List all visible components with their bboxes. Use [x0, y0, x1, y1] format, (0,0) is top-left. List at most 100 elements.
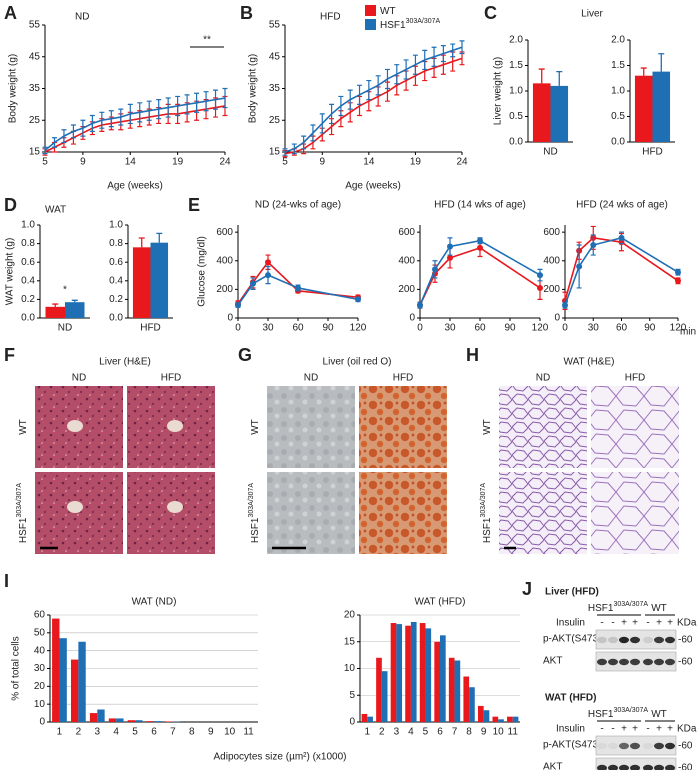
panel-label: I	[4, 571, 9, 591]
lane-sign: +	[621, 724, 627, 735]
y-tick-label: 200	[398, 284, 415, 295]
chart-title: WAT (ND)	[132, 597, 177, 608]
bar	[150, 242, 169, 318]
error-bar	[213, 89, 219, 110]
point	[590, 242, 597, 249]
band	[597, 658, 607, 666]
error-bar	[384, 68, 390, 90]
y-tick-label: 0.6	[21, 257, 35, 268]
annotation: *	[63, 285, 67, 296]
row-label-sup: 303A/307A	[248, 483, 255, 518]
x-tick-label: 24	[219, 157, 231, 168]
group-label: WT	[651, 709, 667, 720]
x-tick-label: 9	[80, 157, 86, 168]
bar	[498, 719, 504, 722]
point	[675, 277, 681, 284]
y-tick-label: 20	[344, 610, 356, 621]
panel-label: D	[4, 195, 17, 215]
band	[630, 658, 640, 666]
lane-sign: +	[632, 724, 638, 735]
y-tick-label: 0.6	[109, 257, 123, 268]
bar	[405, 625, 411, 722]
error-bar	[658, 53, 665, 72]
x-tick-label: 3	[394, 727, 400, 738]
micrograph-image	[499, 472, 587, 554]
y-tick-label: 0	[349, 717, 355, 728]
y-tick-label: 600	[216, 227, 233, 238]
x-tick-label: 60	[474, 323, 486, 334]
x-tick-label: 11	[243, 727, 254, 738]
panel-label: B	[240, 3, 253, 23]
column-label: ND	[304, 373, 318, 384]
error-bar	[394, 64, 400, 85]
band	[665, 658, 675, 666]
error-bar	[440, 45, 446, 63]
micrograph-image	[591, 386, 679, 468]
y-tick-label: 1.5	[509, 60, 523, 71]
error-bar	[108, 110, 114, 128]
point	[562, 302, 568, 309]
legend-name: WT	[380, 6, 396, 17]
micrograph-image	[359, 472, 447, 554]
x-tick-label: 120	[350, 323, 367, 334]
error-bar	[319, 113, 325, 134]
bar	[116, 718, 124, 722]
bar	[376, 657, 382, 722]
x-tick-label: 11	[508, 727, 519, 738]
x-tick-label: 90	[644, 323, 656, 334]
row-label: WT	[482, 419, 493, 435]
x-tick-label: ND	[543, 147, 557, 158]
error-bar	[194, 92, 200, 113]
point	[477, 244, 483, 251]
group-label: HSF1303A/307A	[588, 601, 649, 613]
point	[447, 254, 453, 261]
y-tick-label: 0.2	[21, 294, 35, 305]
band	[597, 742, 607, 750]
y-tick-label: 40	[34, 645, 46, 656]
chart-title: ND	[75, 12, 89, 23]
group-label-sup: 303A/307A	[613, 601, 648, 608]
y-tick-label: 2.0	[509, 35, 523, 46]
bar	[127, 720, 136, 722]
panel-label: H	[466, 345, 479, 365]
x-tick-label: 60	[292, 323, 304, 334]
panel-label: C	[484, 3, 497, 23]
error-bar	[403, 59, 409, 80]
x-tick-label: 14	[125, 157, 137, 168]
error-bar	[338, 95, 344, 117]
y-tick-label: 0	[409, 313, 415, 324]
x-unit: min	[680, 327, 696, 338]
group-label-sup: 303A/307A	[613, 707, 648, 714]
row-label-sup: 303A/307A	[16, 483, 23, 518]
point	[295, 284, 301, 291]
row-label-base: WT	[250, 419, 261, 435]
micrograph-image	[591, 472, 679, 554]
x-tick-label: 30	[444, 323, 456, 334]
error-bar	[203, 91, 209, 112]
y-tick-label: 0.2	[109, 294, 123, 305]
vessel	[167, 420, 183, 432]
y-tick-label: 50	[34, 627, 46, 638]
row-label: HSF1303A/307A	[16, 483, 28, 544]
bar	[463, 676, 470, 722]
point	[235, 302, 241, 309]
x-tick-label: 7	[452, 727, 458, 738]
unit-label: KDa	[677, 618, 697, 629]
band	[608, 742, 618, 750]
y-tick-label: 2.0	[611, 35, 625, 46]
point	[447, 243, 453, 250]
y-tick-label: 0.0	[109, 313, 123, 324]
y-tick-label: 1.0	[509, 86, 523, 97]
bar	[78, 641, 86, 722]
chart-title: HFD	[320, 12, 341, 23]
panel-label: J	[522, 579, 532, 599]
band	[654, 658, 664, 666]
point	[675, 269, 681, 276]
annotation: **	[203, 35, 211, 46]
y-axis-label: Body weight (g)	[8, 54, 19, 123]
x-tick-label: 9	[481, 727, 487, 738]
lane-sign: -	[611, 618, 614, 629]
x-tick-label: 0	[235, 323, 241, 334]
point	[477, 237, 483, 244]
